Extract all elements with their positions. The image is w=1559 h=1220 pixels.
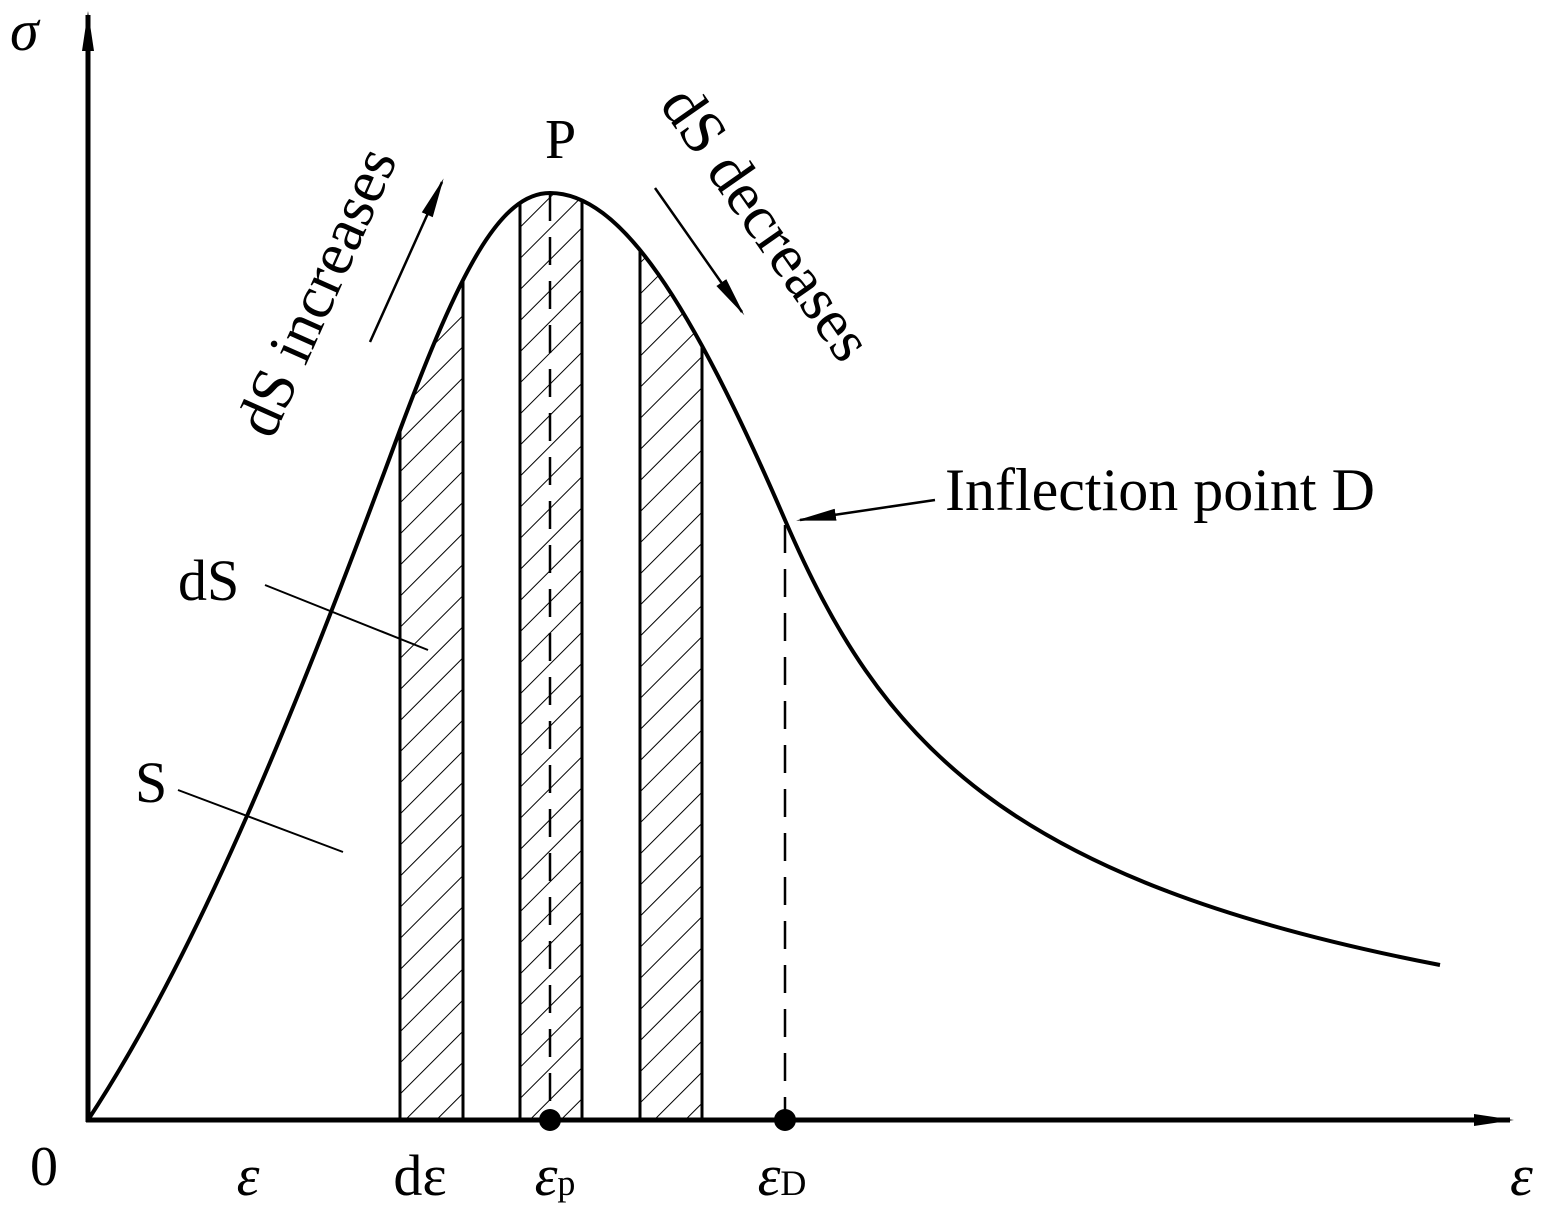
x-axis-label: ε xyxy=(1510,1143,1533,1208)
inflection-arrow xyxy=(796,498,936,522)
peak-label: P xyxy=(545,109,576,171)
increase-label: dS increases xyxy=(223,137,410,446)
area-leader xyxy=(177,789,344,853)
x-mark: dε xyxy=(393,1143,446,1208)
x-mark-subscript: p xyxy=(557,1163,575,1203)
origin-label: 0 xyxy=(30,1136,58,1198)
x-mark-symbol: dε xyxy=(393,1143,446,1208)
x-mark: εD xyxy=(758,1143,807,1208)
x-mark-symbol: ε xyxy=(758,1143,781,1208)
x-mark: εp xyxy=(535,1143,576,1208)
peak-dot xyxy=(539,1109,561,1131)
strip-label: dS xyxy=(178,548,239,613)
x-mark: ε xyxy=(237,1143,260,1208)
x-mark-symbol: ε xyxy=(237,1143,260,1208)
decrease-arrow xyxy=(653,187,745,316)
curve xyxy=(86,190,1441,1122)
strip-leader xyxy=(264,584,429,651)
x-mark-symbol: ε xyxy=(535,1143,558,1208)
x-mark-subscript: D xyxy=(780,1163,806,1203)
y-axis-label: σ xyxy=(10,0,41,63)
inflection-label: Inflection point D xyxy=(945,457,1375,523)
increase-arrow xyxy=(368,178,444,343)
inflection-dot xyxy=(774,1109,796,1131)
area-label: S xyxy=(135,750,167,815)
